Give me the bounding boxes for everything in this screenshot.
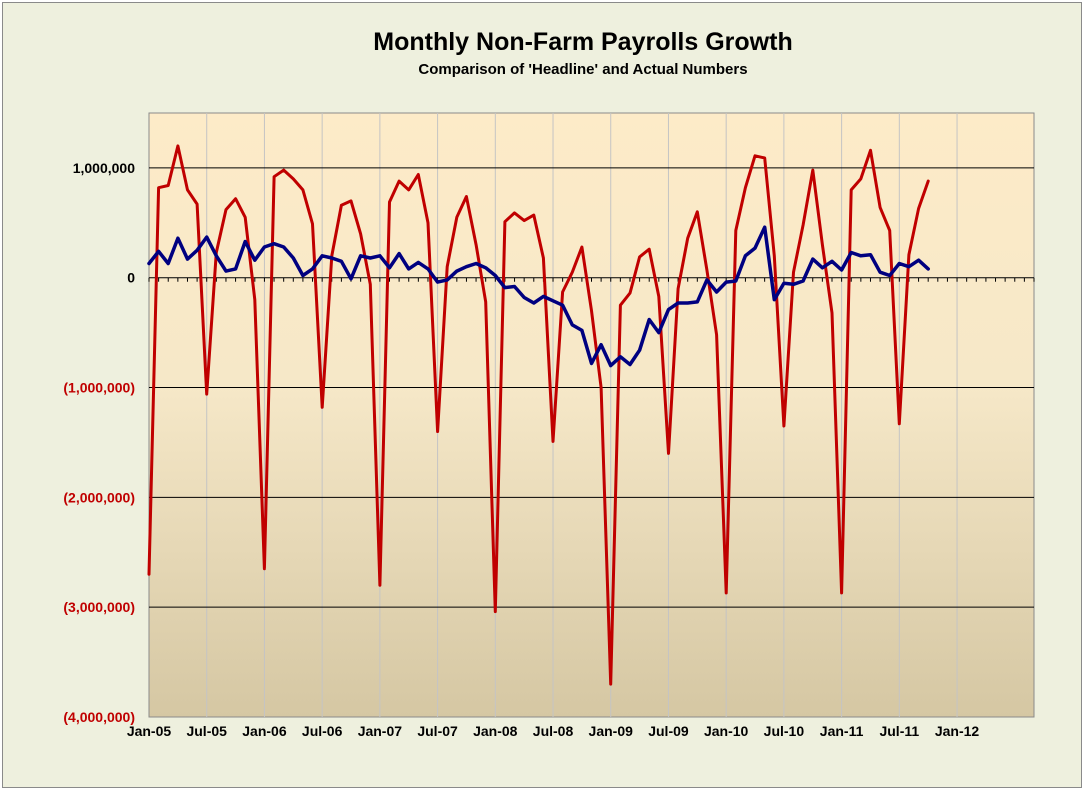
x-tick-label: Jul-06 (302, 723, 343, 739)
x-tick-label: Jul-10 (764, 723, 805, 739)
x-tick-label: Jul-08 (533, 723, 574, 739)
y-tick-label: (3,000,000) (63, 599, 135, 615)
y-tick-label: 0 (127, 270, 135, 286)
vertical-gridlines (206, 113, 958, 717)
x-tick-label: Jan-11 (820, 723, 864, 739)
series-line-1 (147, 144, 930, 686)
x-tick-label: Jul-11 (879, 723, 919, 739)
x-tick-label: Jan-08 (473, 723, 518, 739)
series-line-2 (147, 225, 930, 368)
x-tick-label: Jan-10 (704, 723, 749, 739)
x-tick-label: Jul-05 (186, 723, 227, 739)
y-tick-label: (4,000,000) (63, 709, 135, 725)
plot-area (148, 112, 1035, 718)
x-axis-ticks (148, 277, 1035, 282)
x-tick-label: Jan-07 (358, 723, 403, 739)
x-tick-label: Jan-06 (242, 723, 287, 739)
x-tick-label: Jan-05 (127, 723, 172, 739)
x-tick-label: Jan-12 (935, 723, 980, 739)
series-lines (147, 144, 930, 686)
x-axis-labels: Jan-05 Jul-05 Jan-06 Jul-06 Jan-07 Jul-07 Jan-… (127, 723, 980, 739)
x-tick-label: Jul-07 (417, 723, 458, 739)
y-tick-label: 1,000,000 (73, 160, 135, 176)
x-tick-label: Jan-09 (589, 723, 634, 739)
y-tick-label: (1,000,000) (63, 380, 135, 396)
x-tick-label: Jul-09 (648, 723, 689, 739)
chart-subtitle: Comparison of 'Headline' and Actual Numb… (418, 61, 748, 78)
y-axis-labels: 1,000,000 0 (1,000,000) (2,000,000) (3,000,0… (63, 160, 135, 725)
chart-title: Monthly Non-Farm Payrolls Growth (373, 28, 793, 56)
y-tick-label: (2,000,000) (63, 489, 135, 505)
